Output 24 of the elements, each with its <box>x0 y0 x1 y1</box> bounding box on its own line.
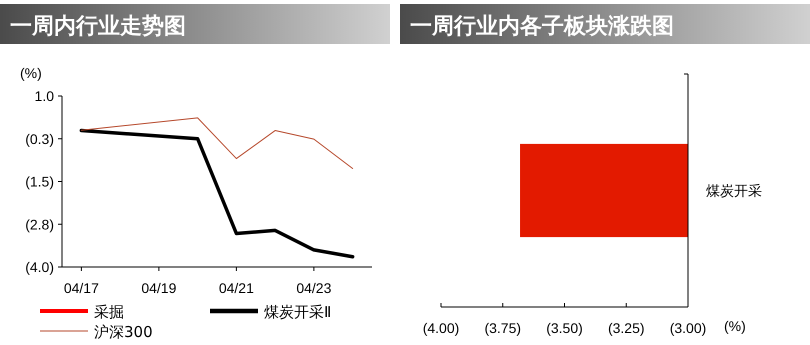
y-axis-title: (%) <box>20 65 42 81</box>
x-tick-label: 04/19 <box>141 280 177 296</box>
y-tick-label: 1.0 <box>34 88 54 104</box>
y-tick-label: 煤炭开采 <box>706 184 762 200</box>
y-tick-label: (0.3) <box>25 130 54 147</box>
x-tick-label: (4.00) <box>422 320 460 336</box>
chart-title: 一周行业内各子板块涨跌图 <box>410 14 674 39</box>
x-tick-label: (3.25) <box>608 320 645 336</box>
legend-label: 采掘 <box>94 303 124 321</box>
x-tick-label: (3.00) <box>670 320 706 336</box>
x-tick-label: (3.50) <box>546 320 583 336</box>
x-tick-label: 04/21 <box>218 280 254 296</box>
line-series <box>80 117 354 169</box>
chart-title: 一周内行业走势图 <box>10 14 186 39</box>
legend-label: 沪深300 <box>94 323 153 341</box>
x-tick-label: 04/23 <box>296 280 332 296</box>
line-series <box>80 128 354 258</box>
y-tick-label: (1.5) <box>25 174 54 190</box>
x-tick-label: 04/17 <box>64 280 100 296</box>
x-tick-label: (3.75) <box>484 320 522 336</box>
legend-label: 煤炭开采Ⅱ <box>264 303 332 321</box>
y-tick-label: (2.8) <box>25 216 54 232</box>
y-tick-label: (4.0) <box>25 259 54 275</box>
x-axis-title: (%) <box>724 318 746 334</box>
